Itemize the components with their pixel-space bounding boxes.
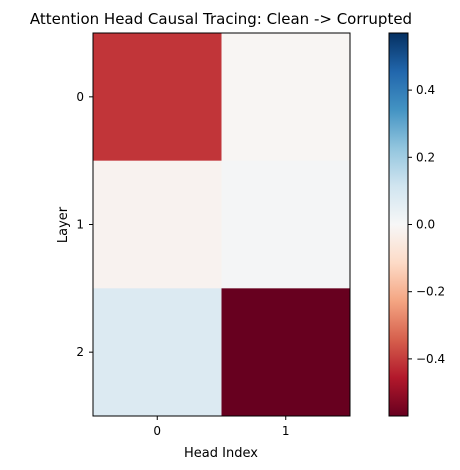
x-axis-label: Head Index <box>184 446 258 461</box>
heatmap-cell <box>221 160 351 289</box>
colorbar-axis: −0.4 −0.2 0.0 0.2 0.4 <box>408 83 445 366</box>
heatmap-cells <box>93 33 351 417</box>
colorbar-tick-label: 0.4 <box>416 83 435 97</box>
heatmap-cell <box>93 33 222 162</box>
x-tick-label: 1 <box>282 424 290 438</box>
heatmap-cell <box>93 160 222 289</box>
colorbar <box>388 32 409 417</box>
y-axis: 0 1 2 <box>76 90 93 359</box>
colorbar-tick-label: 0.2 <box>416 150 435 164</box>
chart-title: Attention Head Causal Tracing: Clean -> … <box>30 10 412 28</box>
x-tick-label: 0 <box>153 424 161 438</box>
heatmap-cell <box>93 288 222 417</box>
colorbar-tick-label: 0.0 <box>416 218 435 232</box>
colorbar-tick-label: −0.4 <box>416 352 445 366</box>
y-tick-label: 1 <box>76 218 84 232</box>
heatmap-cell <box>221 33 351 162</box>
y-tick-label: 0 <box>76 90 84 104</box>
y-axis-label: Layer <box>56 206 71 243</box>
heatmap-cell <box>221 288 351 417</box>
y-tick-label: 2 <box>76 345 84 359</box>
colorbar-tick-label: −0.2 <box>416 285 445 299</box>
